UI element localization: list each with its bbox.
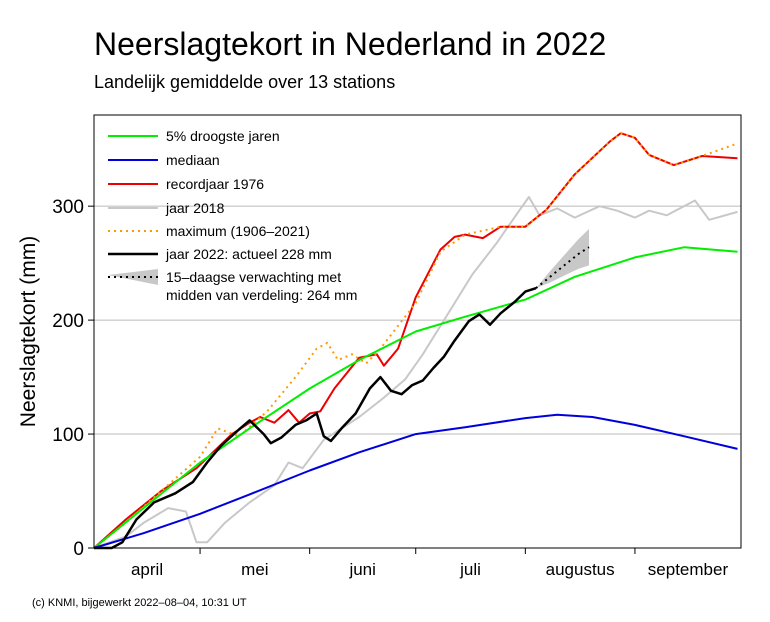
forecast-band [535, 228, 589, 289]
x-tick-label: mei [241, 560, 268, 579]
x-tick-label: juli [459, 560, 481, 579]
y-axis-label: Neerslagtekort (mm) [17, 236, 40, 427]
legend-label: midden van verdeling: 264 mm [166, 287, 357, 303]
series-line [535, 246, 590, 289]
y-tick-label: 200 [52, 311, 84, 332]
series-line [93, 413, 738, 549]
footer-credit: (c) KNMI, bijgewerkt 2022–08–04, 10:31 U… [32, 597, 247, 609]
chart-subtitle: Landelijk gemiddelde over 13 stations [94, 72, 396, 92]
chart-title: Neerslagtekort in Nederland in 2022 [94, 26, 607, 62]
y-tick-label: 100 [52, 425, 84, 446]
x-tick-label: april [131, 560, 163, 579]
x-tick-label: juni [348, 560, 375, 579]
x-tick-label: september [648, 560, 729, 579]
y-tick-label: 0 [73, 539, 84, 560]
x-tick-label: augustus [546, 560, 615, 579]
series-line [93, 246, 738, 549]
legend-label: jaar 2018 [165, 200, 225, 216]
legend-label: mediaan [166, 152, 220, 168]
legend-label: 5% droogste jaren [166, 128, 280, 144]
legend-label: 15–daagse verwachting met [166, 269, 341, 285]
series-line [93, 196, 738, 549]
legend-label: recordjaar 1976 [166, 176, 264, 192]
series-line [94, 287, 537, 550]
series-line [93, 132, 738, 549]
legend-label: maximum (1906–2021) [166, 223, 310, 239]
series-line [93, 132, 738, 549]
legend-label: jaar 2022: actueel 228 mm [165, 246, 332, 262]
y-tick-label: 300 [52, 197, 84, 218]
plot-frame [93, 114, 742, 549]
